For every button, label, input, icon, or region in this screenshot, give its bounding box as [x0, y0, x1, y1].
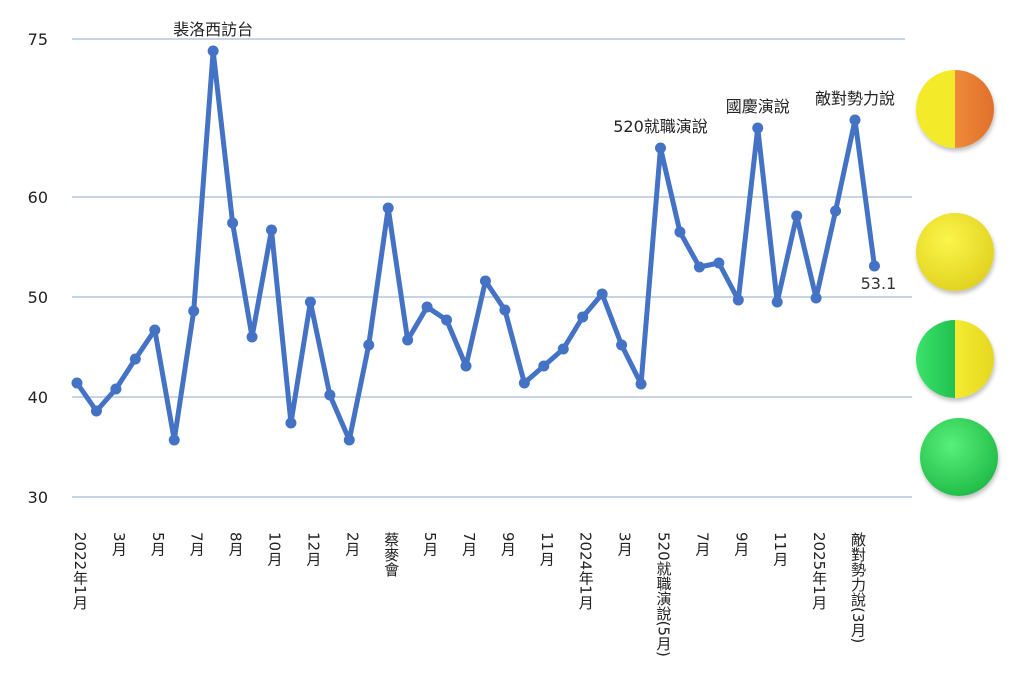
- data-point: [771, 296, 783, 308]
- data-point: [285, 417, 297, 429]
- annotation-label: 裴洛西訪台: [173, 20, 253, 39]
- x-tick-label: 2022年1月: [71, 532, 89, 610]
- x-tick-label: 9月: [498, 532, 517, 557]
- data-point: [324, 389, 336, 401]
- data-point: [304, 296, 316, 308]
- x-tick-label: 11月: [771, 532, 790, 567]
- data-point: [71, 377, 83, 389]
- x-tick-label: 8月: [226, 532, 245, 557]
- data-point: [363, 339, 375, 351]
- x-tick-label: 5月: [148, 532, 167, 557]
- data-point: [635, 378, 647, 390]
- x-tick-label: 2024年1月: [576, 532, 595, 610]
- indicator-yellow-orange-icon: [916, 70, 994, 148]
- data-point: [810, 292, 822, 304]
- data-point: [110, 383, 122, 395]
- data-point: [791, 210, 803, 222]
- data-point: [168, 434, 180, 446]
- y-tick-label: 30: [28, 488, 48, 507]
- x-tick-label: 9月: [732, 532, 751, 557]
- data-point: [616, 339, 628, 351]
- data-point: [655, 142, 666, 154]
- data-point: [577, 311, 589, 323]
- indicator-green-icon: [920, 418, 998, 496]
- data-point: [518, 377, 530, 389]
- y-tick-label: 40: [28, 388, 48, 407]
- data-point: [227, 217, 239, 229]
- data-point: [674, 226, 686, 238]
- data-point: [149, 324, 161, 336]
- data-point: [246, 331, 258, 343]
- x-tick-label: 3月: [109, 532, 128, 557]
- indicator-yellow-icon: [916, 213, 994, 291]
- data-point: [849, 114, 861, 126]
- x-tick-label: 2025年1月: [810, 532, 829, 610]
- data-point: [343, 434, 355, 446]
- data-point: [266, 224, 277, 236]
- x-tick-label: 3月: [615, 532, 634, 557]
- data-point: [460, 360, 472, 372]
- x-tick-label: 12月: [304, 532, 323, 567]
- data-point: [479, 275, 491, 287]
- y-tick-label: 50: [28, 288, 48, 307]
- data-point: [188, 305, 200, 317]
- x-tick-label: 7月: [187, 532, 206, 557]
- series-line: [74, 48, 877, 443]
- x-tick-label: 11月: [537, 532, 556, 567]
- x-tick-label: 蔡麥會: [382, 532, 401, 577]
- data-point: [441, 314, 453, 326]
- data-point: [596, 288, 608, 300]
- data-label: 53.1: [861, 274, 897, 293]
- annotation-label: 520就職演說: [613, 117, 708, 136]
- x-tick-label: 5月: [421, 532, 440, 557]
- data-point: [421, 301, 433, 313]
- data-point: [868, 260, 880, 272]
- y-tick-label: 75: [28, 30, 48, 49]
- annotation-label: 敵對勢力說: [815, 89, 895, 108]
- data-point: [713, 257, 725, 269]
- data-point: [382, 202, 394, 214]
- data-point: [129, 353, 141, 365]
- data-point: [830, 205, 842, 217]
- indicator-green-yellow-icon: [916, 320, 994, 398]
- x-tick-label: 7月: [460, 532, 478, 557]
- data-point: [752, 122, 764, 134]
- x-tick-label: 520就職演說(5月): [654, 532, 673, 657]
- data-point: [557, 343, 569, 355]
- data-point: [90, 405, 102, 417]
- data-point: [732, 294, 744, 306]
- x-tick-label: 2月: [343, 532, 362, 557]
- x-tick-label: 10月: [265, 532, 284, 567]
- data-point: [402, 334, 414, 346]
- x-tick-label: 敵對勢力說(3月): [849, 532, 867, 644]
- data-point: [207, 45, 219, 57]
- data-point: [693, 261, 705, 273]
- annotation-label: 國慶演說: [726, 97, 790, 116]
- data-point: [538, 360, 550, 372]
- data-point: [499, 304, 511, 316]
- x-tick-label: 7月: [693, 532, 712, 557]
- y-tick-label: 60: [28, 188, 48, 207]
